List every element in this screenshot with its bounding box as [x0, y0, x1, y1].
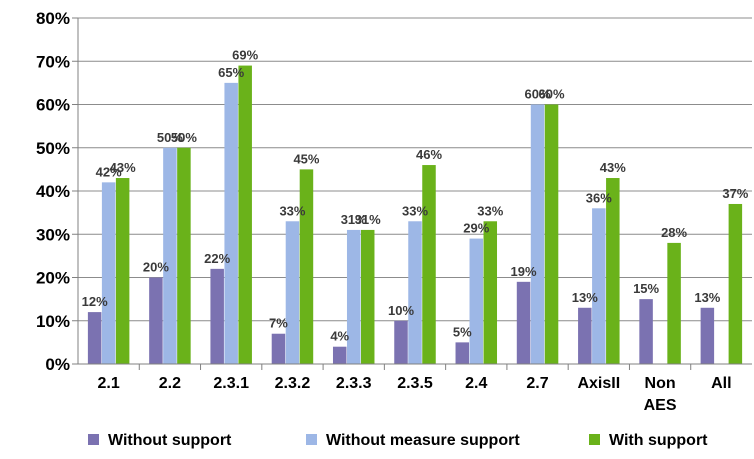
- data-label: 37%: [722, 186, 748, 201]
- bar: [163, 147, 177, 364]
- data-label: 65%: [218, 65, 244, 80]
- bar: [285, 221, 300, 364]
- bars: [87, 65, 743, 364]
- bar: [346, 229, 361, 364]
- data-label: 31%: [355, 212, 381, 227]
- data-label: 20%: [143, 260, 169, 275]
- bar: [394, 320, 408, 364]
- data-label: 43%: [600, 160, 626, 175]
- bar: [149, 277, 163, 364]
- data-label: 45%: [293, 151, 319, 166]
- x-tick-label: AxisII: [577, 375, 620, 392]
- data-label: 36%: [586, 190, 612, 205]
- data-label: 10%: [388, 303, 414, 318]
- y-tick-label: 70%: [36, 52, 70, 71]
- legend-swatch: [306, 434, 317, 445]
- bar: [177, 147, 191, 364]
- y-tick-label: 60%: [36, 96, 70, 115]
- data-label: 33%: [402, 203, 428, 218]
- bar: [544, 104, 559, 364]
- bar: [408, 221, 422, 364]
- y-tick-label: 0%: [45, 355, 70, 374]
- data-label: 31%: [341, 212, 367, 227]
- data-label: 50%: [157, 130, 183, 145]
- y-tick-label: 20%: [36, 269, 70, 288]
- bar: [299, 169, 314, 364]
- bar: [483, 221, 498, 364]
- data-label: 43%: [110, 160, 136, 175]
- data-label: 13%: [694, 290, 720, 305]
- bar: [578, 307, 592, 364]
- y-axis-ticks: 0% 10% 20% 30% 40% 50% 60% 70% 80%: [36, 9, 70, 374]
- bar: [271, 333, 286, 364]
- bar: [101, 182, 116, 364]
- x-tick-label: 2.3.1: [213, 375, 249, 392]
- legend-swatch: [589, 434, 600, 445]
- x-tick-label: 2.4: [465, 375, 487, 392]
- data-label: 7%: [269, 316, 288, 331]
- data-label: 50%: [171, 130, 197, 145]
- axes: [72, 17, 752, 370]
- y-tick-label: 80%: [36, 9, 70, 28]
- bar: [639, 299, 653, 364]
- bar: [469, 238, 484, 364]
- data-label: 28%: [661, 225, 687, 240]
- bar: [516, 281, 531, 364]
- data-label: 19%: [511, 264, 537, 279]
- bar: [87, 312, 102, 364]
- y-tick-label: 50%: [36, 139, 70, 158]
- bar: [422, 165, 436, 364]
- legend-label: Without support: [108, 432, 232, 449]
- data-labels: 12% 20% 22% 7% 4% 10% 5% 19% 13% 15% 13% 42% 50% 65% 3…: [82, 48, 749, 344]
- x-tick-label: 2.1: [98, 375, 120, 392]
- data-label: 12%: [82, 294, 108, 309]
- y-tick-label: 40%: [36, 182, 70, 201]
- legend: Without support Without measure support Wi…: [88, 432, 708, 449]
- bar: [455, 342, 470, 364]
- legend-label: Without measure support: [326, 432, 520, 449]
- x-tick-label: 2.3.5: [397, 375, 433, 392]
- legend-label: With support: [609, 432, 708, 449]
- x-tick-label: Non AES: [644, 375, 677, 414]
- data-label: 69%: [232, 48, 258, 63]
- x-tick-label: All: [711, 375, 731, 392]
- y-tick-label: 30%: [36, 225, 70, 244]
- data-label: 46%: [416, 147, 442, 162]
- data-label: 22%: [204, 251, 230, 266]
- bar: [210, 268, 224, 364]
- y-tick-label: 10%: [36, 312, 70, 331]
- bar: [224, 82, 238, 364]
- bar: [592, 208, 606, 364]
- bar: [728, 203, 743, 364]
- x-tick-label: 2.2: [159, 375, 181, 392]
- data-label: 33%: [279, 203, 305, 218]
- bar: [700, 307, 715, 364]
- legend-swatch: [88, 434, 99, 445]
- bar: [238, 65, 252, 364]
- data-label: 60%: [539, 87, 565, 102]
- data-label: 13%: [572, 290, 598, 305]
- bar: [360, 229, 375, 364]
- bar: [530, 104, 545, 364]
- bar: [332, 346, 347, 364]
- data-label: 42%: [96, 164, 122, 179]
- data-label: 60%: [525, 87, 551, 102]
- data-label: 4%: [330, 329, 349, 344]
- data-label: 29%: [463, 221, 489, 236]
- x-axis-ticks: 2.1 2.2 2.3.1 2.3.2 2.3.3 2.3.5 2.4 2.7 AxisII No…: [98, 375, 732, 414]
- bar: [115, 178, 130, 364]
- bar: [606, 178, 620, 364]
- data-label: 33%: [477, 203, 503, 218]
- bar: [667, 242, 681, 364]
- x-tick-label: 2.7: [526, 375, 548, 392]
- data-label: 5%: [453, 324, 472, 339]
- x-tick-label: 2.3.3: [336, 375, 372, 392]
- data-label: 15%: [633, 281, 659, 296]
- x-tick-label: 2.3.2: [275, 375, 311, 392]
